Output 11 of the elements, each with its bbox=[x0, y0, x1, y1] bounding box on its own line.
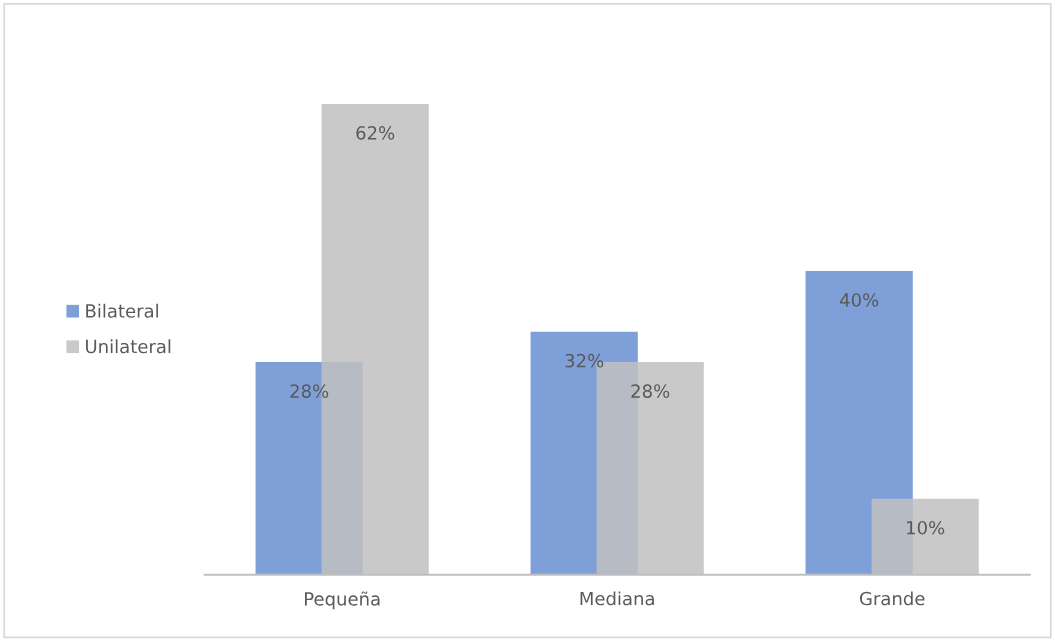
data-label: 28% bbox=[631, 384, 670, 398]
x-tick-label: Pequeña bbox=[305, 591, 380, 610]
data-label: 40% bbox=[840, 293, 879, 307]
x-tick-label: Mediana bbox=[580, 591, 654, 606]
data-label: 62% bbox=[356, 126, 395, 140]
data-label: 28% bbox=[290, 384, 329, 398]
data-label: 10% bbox=[907, 520, 945, 535]
legend-label: Bilateral bbox=[86, 303, 158, 318]
legend-label: Unilateral bbox=[86, 339, 171, 354]
x-tick-label: Grande bbox=[859, 591, 925, 606]
data-label: 32% bbox=[565, 353, 604, 368]
